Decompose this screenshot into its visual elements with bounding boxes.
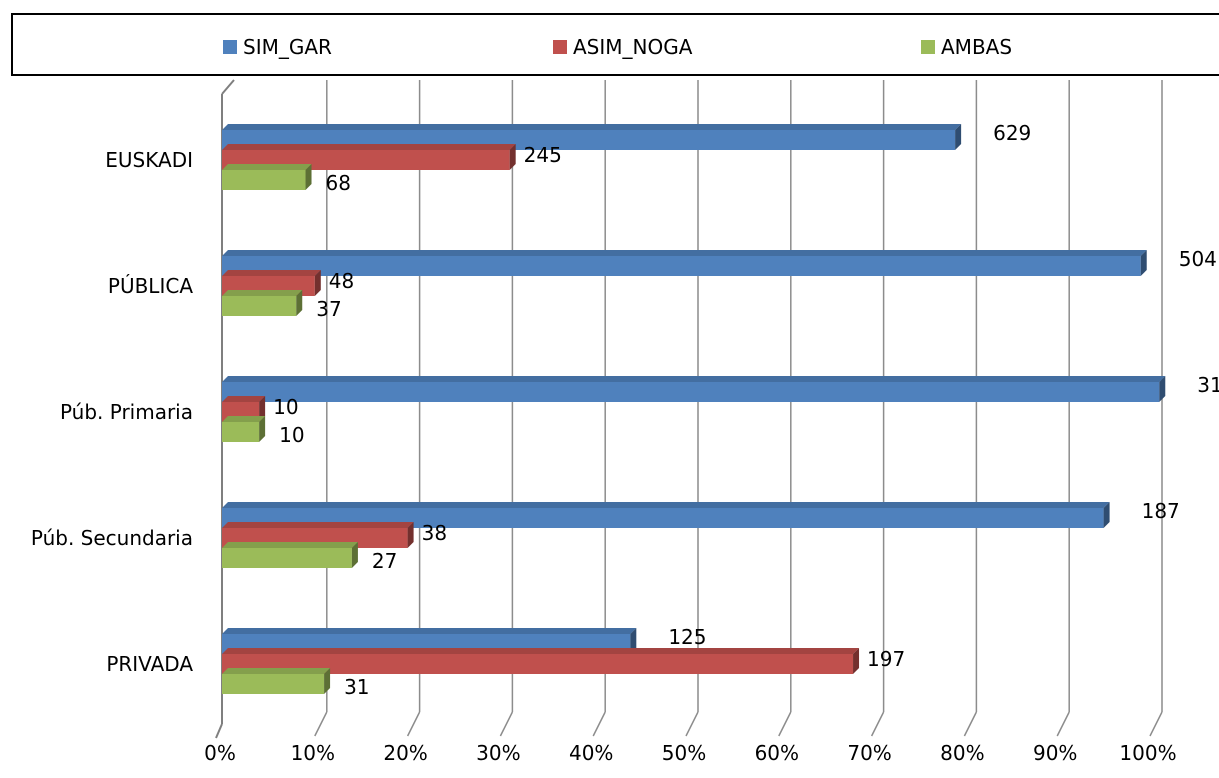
data-label: 27: [372, 549, 397, 573]
data-label: 245: [524, 143, 562, 167]
bar-side: [259, 416, 266, 442]
legend-label-asim-noga: ASIM_NOGA: [573, 35, 693, 59]
bar-top: [222, 164, 312, 170]
data-label: 629: [993, 121, 1031, 145]
bar-top: [222, 396, 266, 402]
bar-top: [222, 376, 1166, 382]
x-tick-label: 0%: [204, 741, 236, 765]
bar: [222, 674, 325, 694]
gridline-depth: [499, 711, 514, 737]
bar: [222, 548, 352, 568]
x-tick-label: 50%: [662, 741, 706, 765]
x-tick-label: 80%: [940, 741, 984, 765]
category-label: EUSKADI: [105, 148, 193, 172]
bar-side: [296, 290, 303, 316]
data-label: 317: [1197, 373, 1219, 397]
bar-top: [222, 416, 266, 422]
bar: [222, 422, 260, 442]
category-label: Púb. Primaria: [60, 400, 193, 424]
x-tick-label: 90%: [1033, 741, 1077, 765]
gridline-depth: [870, 711, 885, 737]
data-label: 31: [344, 675, 369, 699]
legend: SIM_GAR ASIM_NOGA AMBAS: [11, 13, 1219, 76]
bar-top: [222, 542, 358, 548]
bar-side: [314, 270, 321, 296]
bar-top: [222, 124, 962, 130]
category-label: PRIVADA: [106, 652, 193, 676]
bar: [222, 382, 1160, 402]
labels-layer: 0% 10% 20% 30% 40% 50% 60% 70% 80% 90% 100% EUSKADI…: [31, 121, 1219, 765]
data-label: 38: [422, 521, 447, 545]
gridline-depth: [314, 711, 328, 737]
data-label: 187: [1142, 499, 1180, 523]
bar: [222, 296, 297, 316]
category-label: Púb. Secundaria: [31, 526, 193, 550]
data-label: 48: [329, 269, 354, 293]
axis-wall-top: [221, 79, 235, 95]
data-label: 197: [867, 647, 905, 671]
bar-side: [1159, 376, 1166, 402]
bar-side: [305, 164, 312, 190]
bar-side: [1140, 250, 1147, 276]
legend-label-ambas: AMBAS: [941, 35, 1013, 59]
bar: [222, 170, 306, 190]
gridline-depth: [406, 711, 421, 737]
gridline-depth: [778, 711, 792, 737]
gridline-depth: [1056, 711, 1070, 737]
gridline-depth: [1149, 711, 1163, 737]
gridline-depth: [963, 711, 978, 737]
bars-layer: [222, 124, 1166, 694]
x-tick-label: 100%: [1119, 741, 1176, 765]
bar-side: [407, 522, 414, 548]
data-label: 37: [316, 297, 341, 321]
bar-top: [222, 290, 303, 296]
bar-side: [259, 396, 266, 422]
bar-top: [222, 522, 414, 528]
x-tick-label: 70%: [847, 741, 891, 765]
x-tick-label: 40%: [569, 741, 613, 765]
gridline-depth: [592, 711, 606, 737]
legend-item-sim-gar: SIM_GAR: [223, 35, 332, 59]
bar-side: [630, 628, 637, 654]
bar: [222, 654, 854, 674]
x-tick-label: 30%: [476, 741, 520, 765]
axis-floor-edge: [215, 723, 223, 739]
bar: [222, 256, 1141, 276]
data-label: 10: [273, 395, 298, 419]
legend-label-sim-gar: SIM_GAR: [243, 35, 332, 59]
bar-side: [324, 668, 331, 694]
bar-side: [955, 124, 962, 150]
data-label: 68: [326, 171, 351, 195]
bar-top: [222, 628, 637, 634]
x-tick-label: 20%: [383, 741, 427, 765]
data-label: 125: [668, 625, 706, 649]
bar: [222, 508, 1104, 528]
bar-side: [509, 144, 516, 170]
legend-swatch-asim-noga: [553, 40, 567, 54]
data-label: 10: [279, 423, 304, 447]
bar-top: [222, 250, 1147, 256]
legend-item-asim-noga: ASIM_NOGA: [553, 35, 692, 59]
gridline-depth: [685, 711, 699, 737]
bar-top: [222, 270, 321, 276]
x-tick-label: 60%: [755, 741, 799, 765]
data-label: 504: [1179, 247, 1217, 271]
bar-top: [222, 648, 860, 654]
bar-top: [222, 144, 516, 150]
legend-swatch-sim-gar: [223, 40, 237, 54]
bar-top: [222, 502, 1110, 508]
category-label: PÚBLICA: [108, 274, 193, 298]
legend-swatch-ambas: [921, 40, 935, 54]
bar-side: [351, 542, 358, 568]
bar-side: [1103, 502, 1110, 528]
legend-item-ambas: AMBAS: [921, 35, 1012, 59]
bar-top: [222, 668, 331, 674]
x-tick-label: 10%: [291, 741, 335, 765]
bar-side: [853, 648, 860, 674]
